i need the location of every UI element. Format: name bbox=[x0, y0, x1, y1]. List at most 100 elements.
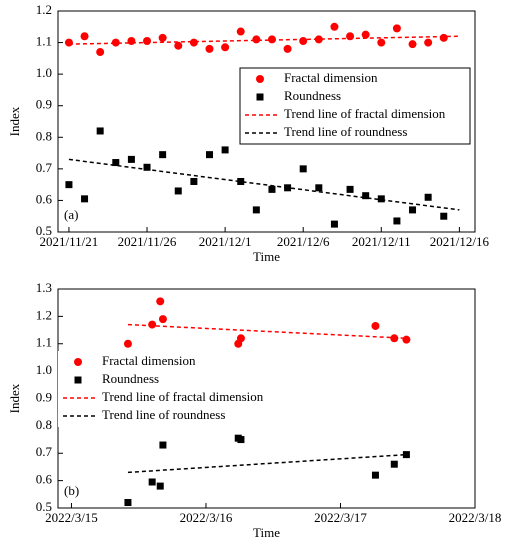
panel-label: (b) bbox=[64, 483, 79, 498]
point bbox=[393, 217, 401, 225]
point bbox=[159, 441, 167, 449]
point bbox=[390, 460, 398, 468]
x-tick-label: 2021/12/1 bbox=[199, 234, 252, 249]
point bbox=[74, 376, 82, 384]
legend: Fractal dimension Roundness Trend line of … bbox=[58, 351, 288, 427]
trend-line bbox=[68, 35, 460, 45]
legend-label: Trend line of fractal dimension bbox=[284, 106, 446, 121]
point bbox=[80, 32, 89, 41]
legend-label: Roundness bbox=[284, 88, 341, 103]
point bbox=[237, 436, 245, 444]
y-tick-label: 1.3 bbox=[36, 280, 52, 295]
point bbox=[237, 177, 245, 185]
point bbox=[371, 321, 380, 330]
point bbox=[283, 44, 292, 53]
y-tick-label: 1.2 bbox=[36, 307, 52, 322]
x-tick-label: 2021/12/16 bbox=[430, 234, 490, 249]
y-tick-label: 0.6 bbox=[36, 472, 53, 487]
point bbox=[127, 36, 136, 45]
legend-label: Fractal dimension bbox=[284, 70, 378, 85]
point bbox=[190, 177, 198, 185]
point bbox=[252, 206, 260, 214]
point bbox=[439, 33, 448, 42]
point bbox=[124, 499, 132, 507]
y-tick-label: 0.8 bbox=[36, 417, 52, 432]
x-axis-label: Time bbox=[253, 249, 280, 264]
point bbox=[315, 184, 323, 192]
x-tick-label: 2021/11/21 bbox=[40, 234, 99, 249]
point bbox=[112, 159, 120, 167]
point bbox=[440, 212, 448, 220]
legend-box bbox=[239, 67, 471, 145]
legend: Fractal dimension Roundness Trend line of … bbox=[239, 67, 471, 145]
point bbox=[174, 41, 183, 50]
x-tick-label: 2022/3/15 bbox=[45, 510, 98, 525]
point bbox=[362, 192, 370, 200]
point bbox=[74, 358, 82, 366]
point bbox=[409, 206, 417, 214]
y-axis-label: Index bbox=[7, 383, 22, 413]
x-tick-label: 2022/3/16 bbox=[180, 510, 233, 525]
y-tick-label: 1.1 bbox=[36, 335, 52, 350]
x-tick-label: 2021/12/6 bbox=[277, 234, 330, 249]
point bbox=[402, 451, 410, 459]
y-tick-label: 1.0 bbox=[36, 362, 52, 377]
point bbox=[424, 193, 432, 201]
point bbox=[371, 471, 379, 479]
point bbox=[65, 181, 73, 189]
point bbox=[96, 127, 104, 135]
point bbox=[377, 195, 385, 203]
point bbox=[236, 334, 245, 343]
y-tick-label: 0.7 bbox=[36, 160, 53, 175]
point bbox=[174, 187, 182, 195]
point bbox=[143, 36, 152, 45]
point bbox=[236, 27, 245, 36]
x-tick-label: 2022/3/17 bbox=[314, 510, 367, 525]
point bbox=[408, 40, 417, 49]
point bbox=[127, 155, 135, 163]
point bbox=[159, 151, 167, 159]
y-tick-label: 0.8 bbox=[36, 128, 52, 143]
y-axis-label: Index bbox=[7, 106, 22, 136]
y-tick-label: 0.6 bbox=[36, 191, 53, 206]
x-tick-label: 2022/3/18 bbox=[449, 510, 502, 525]
legend-box bbox=[58, 351, 288, 427]
point bbox=[123, 339, 132, 348]
point bbox=[189, 38, 198, 47]
point bbox=[256, 75, 264, 83]
point bbox=[221, 146, 229, 154]
y-tick-label: 0.5 bbox=[36, 499, 52, 514]
point bbox=[252, 35, 261, 44]
point bbox=[143, 163, 151, 171]
point bbox=[402, 335, 411, 344]
y-tick-label: 1.0 bbox=[36, 65, 52, 80]
point bbox=[205, 44, 214, 53]
point bbox=[81, 195, 89, 203]
point bbox=[156, 297, 165, 306]
y-tick-label: 0.7 bbox=[36, 444, 53, 459]
point bbox=[96, 48, 105, 57]
point bbox=[299, 165, 307, 173]
point bbox=[299, 36, 308, 45]
point bbox=[330, 22, 339, 31]
y-tick-label: 0.9 bbox=[36, 389, 52, 404]
point bbox=[361, 30, 370, 39]
legend-label: Roundness bbox=[102, 371, 159, 386]
y-tick-label: 1.2 bbox=[36, 2, 52, 17]
y-tick-label: 1.1 bbox=[36, 34, 52, 49]
point bbox=[392, 24, 401, 33]
x-tick-label: 2021/11/26 bbox=[118, 234, 177, 249]
trend-line bbox=[127, 453, 407, 474]
x-tick-label: 2021/12/11 bbox=[352, 234, 411, 249]
legend-label: Trend line of roundness bbox=[102, 407, 225, 422]
point bbox=[377, 38, 386, 47]
legend-label: Fractal dimension bbox=[102, 353, 196, 368]
trend-line bbox=[127, 323, 407, 340]
plot-frame bbox=[57, 10, 476, 233]
panel-label: (a) bbox=[64, 207, 78, 222]
trend-line bbox=[68, 158, 460, 211]
point bbox=[148, 320, 157, 329]
point bbox=[268, 185, 276, 193]
